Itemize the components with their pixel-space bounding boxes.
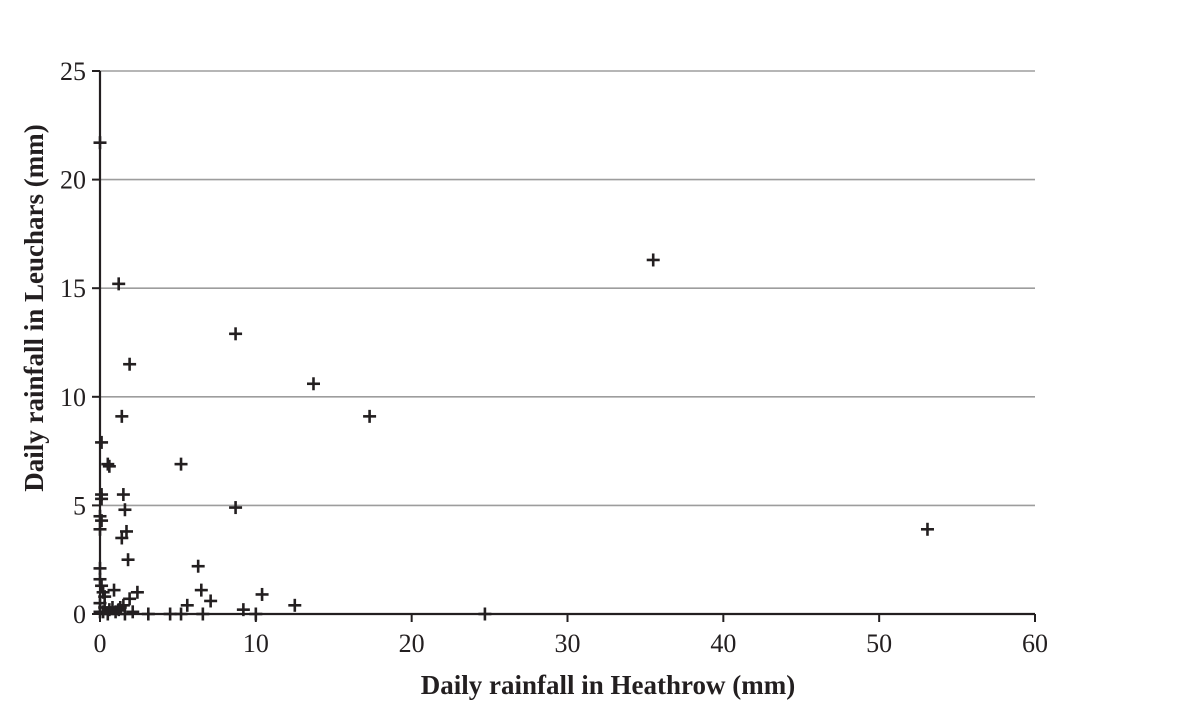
data-point	[101, 457, 115, 471]
x-tick-label: 50	[866, 629, 892, 658]
y-tick-label: 5	[73, 491, 86, 520]
data-point	[118, 503, 132, 517]
data-point	[115, 409, 129, 423]
data-point	[191, 559, 205, 573]
y-tick-label: 15	[60, 274, 86, 303]
data-point	[306, 377, 320, 391]
data-point	[102, 459, 116, 473]
data-point	[123, 592, 137, 606]
data-point	[123, 357, 137, 371]
data-point	[93, 572, 107, 586]
data-point	[130, 585, 144, 599]
data-point	[113, 600, 127, 614]
data-point	[93, 561, 107, 575]
data-point	[236, 603, 250, 617]
y-tick-label: 0	[73, 600, 86, 629]
data-point	[478, 607, 492, 621]
data-point	[194, 583, 208, 597]
data-point	[121, 553, 135, 567]
y-axis-title: Daily rainfall in Leuchars (mm)	[19, 124, 49, 491]
data-point	[920, 522, 934, 536]
data-point	[107, 583, 121, 597]
data-point	[119, 524, 133, 538]
data-point	[141, 607, 155, 621]
x-tick-label: 0	[94, 629, 107, 658]
x-tick-label: 20	[399, 629, 425, 658]
grid-lines	[100, 70, 1035, 507]
data-point	[174, 607, 188, 621]
data-point	[255, 587, 269, 601]
data-point	[95, 492, 109, 506]
data-point	[118, 607, 132, 621]
data-point	[116, 488, 130, 502]
data-point	[229, 327, 243, 341]
data-point	[98, 590, 112, 604]
data-point	[126, 605, 140, 619]
data-point	[96, 605, 110, 619]
data-point	[102, 603, 116, 617]
x-tick-label: 10	[243, 629, 269, 658]
x-tick-label: 60	[1022, 629, 1048, 658]
y-tick-label: 10	[60, 383, 86, 412]
data-point	[95, 514, 109, 528]
data-point	[174, 457, 188, 471]
data-point	[288, 598, 302, 612]
x-axis-title: Daily rainfall in Heathrow (mm)	[421, 670, 795, 700]
data-point	[95, 579, 109, 593]
data-point	[93, 522, 107, 536]
data-point	[249, 607, 263, 621]
data-point	[196, 607, 210, 621]
tick-labels: 0 5 10 15 20 25 0 10 20 30 40 50 60	[60, 57, 1048, 658]
data-points	[93, 136, 934, 621]
data-point	[115, 531, 129, 545]
y-tick-label: 20	[60, 166, 86, 195]
data-point	[646, 253, 660, 267]
data-point	[363, 409, 377, 423]
x-tick-label: 30	[555, 629, 581, 658]
y-tick-label: 25	[60, 57, 86, 86]
data-point	[229, 501, 243, 515]
data-point	[204, 594, 218, 608]
data-point	[112, 277, 126, 291]
data-point	[93, 136, 107, 150]
data-point	[180, 598, 194, 612]
x-tick-label: 40	[710, 629, 736, 658]
data-point	[95, 435, 109, 449]
data-point	[163, 607, 177, 621]
axes	[92, 70, 1036, 622]
